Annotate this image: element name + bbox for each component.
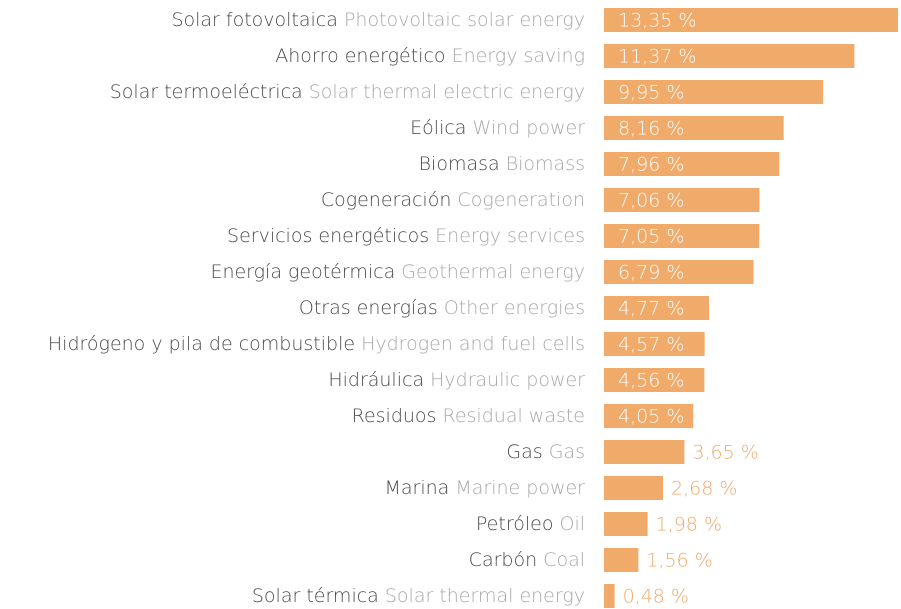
- value-label: 1,98 %: [656, 514, 722, 536]
- category-label: Marina Marine power: [385, 477, 586, 499]
- bar: [604, 260, 754, 284]
- category-label: Solar térmica Solar thermal energy: [252, 585, 585, 607]
- value-label: 7,06 %: [618, 190, 684, 212]
- category-en: Other energies: [444, 297, 585, 319]
- category-en: Hydraulic power: [430, 369, 585, 391]
- category-en: Photovoltaic solar energy: [344, 9, 585, 31]
- category-es: Carbón: [469, 549, 537, 571]
- category-en: Oil: [559, 513, 585, 535]
- category-es: Servicios energéticos: [227, 225, 429, 247]
- value-label: 8,16 %: [618, 118, 684, 140]
- category-label: Cogeneración Cogeneration: [321, 189, 585, 211]
- category-es: Hidráulica: [328, 369, 424, 391]
- bar: [604, 512, 648, 536]
- category-es: Marina: [385, 477, 450, 499]
- category-en: Energy services: [435, 225, 585, 247]
- category-label: Energía geotérmica Geothermal energy: [210, 261, 585, 283]
- value-label: 2,68 %: [671, 478, 737, 500]
- category-es: Biomasa: [419, 153, 500, 175]
- category-en: Cogeneration: [457, 189, 585, 211]
- category-en: Residual waste: [443, 405, 586, 427]
- bar: [604, 332, 705, 356]
- value-label: 4,05 %: [618, 406, 684, 428]
- category-label: Hidrógeno y pila de combustible Hydrogen…: [48, 333, 585, 355]
- bar: [604, 224, 760, 248]
- category-es: Otras energías: [299, 297, 438, 319]
- category-label: Solar fotovoltaica Photovoltaic solar en…: [171, 9, 585, 31]
- bar: [604, 188, 760, 212]
- value-label: 4,57 %: [618, 334, 684, 356]
- category-label: Residuos Residual waste: [352, 405, 585, 427]
- category-label: Hidráulica Hydraulic power: [328, 369, 585, 391]
- category-en: Wind power: [472, 117, 585, 139]
- category-label: Otras energías Other energies: [299, 297, 585, 319]
- bar: [604, 44, 855, 68]
- category-en: Energy saving: [452, 45, 585, 67]
- category-en: Geothermal energy: [401, 261, 585, 283]
- category-en: Biomass: [506, 153, 585, 175]
- category-es: Gas: [506, 441, 542, 463]
- value-label: 4,77 %: [618, 298, 684, 320]
- category-label: Carbón Coal: [469, 549, 585, 571]
- category-en: Hydrogen and fuel cells: [361, 333, 585, 355]
- bar: [604, 8, 898, 32]
- value-label: 6,79 %: [618, 262, 684, 284]
- category-es: Eólica: [410, 117, 466, 139]
- category-en: Solar thermal electric energy: [309, 81, 585, 103]
- value-label: 7,05 %: [618, 226, 684, 248]
- value-label: 1,56 %: [646, 550, 712, 572]
- bar: [604, 368, 705, 392]
- bar: [604, 296, 710, 320]
- category-es: Petróleo: [476, 513, 554, 535]
- value-label: 9,95 %: [618, 82, 684, 104]
- category-es: Solar térmica: [252, 585, 379, 607]
- category-label: Petróleo Oil: [476, 513, 585, 535]
- category-en: Coal: [543, 549, 585, 571]
- category-label: Biomasa Biomass: [419, 153, 585, 175]
- category-en: Gas: [549, 441, 585, 463]
- category-label: Gas Gas: [506, 441, 585, 463]
- bar: [604, 152, 780, 176]
- category-label: Ahorro energético Energy saving: [275, 45, 585, 67]
- bar: [604, 548, 639, 572]
- bar: [604, 584, 615, 608]
- category-es: Energía geotérmica: [210, 261, 395, 283]
- bar: [604, 116, 784, 140]
- value-label: 13,35 %: [618, 10, 697, 32]
- category-es: Cogeneración: [321, 189, 452, 211]
- bar: [604, 440, 685, 464]
- bar: [604, 404, 694, 428]
- category-es: Solar termoeléctrica: [110, 81, 303, 103]
- bar: [604, 80, 824, 104]
- bar: [604, 476, 664, 500]
- category-es: Ahorro energético: [275, 45, 445, 67]
- category-es: Solar fotovoltaica: [171, 9, 337, 31]
- value-label: 0,48 %: [623, 586, 689, 608]
- value-label: 7,96 %: [618, 154, 684, 176]
- category-en: Solar thermal energy: [385, 585, 585, 607]
- category-es: Residuos: [352, 405, 437, 427]
- category-label: Solar termoeléctrica Solar thermal elect…: [110, 81, 585, 103]
- category-label: Eólica Wind power: [410, 117, 585, 139]
- category-en: Marine power: [455, 477, 585, 499]
- value-label: 4,56 %: [618, 370, 684, 392]
- category-es: Hidrógeno y pila de combustible: [48, 333, 355, 355]
- value-label: 3,65 %: [692, 442, 758, 464]
- category-label: Servicios energéticos Energy services: [227, 225, 585, 247]
- value-label: 11,37 %: [618, 46, 697, 68]
